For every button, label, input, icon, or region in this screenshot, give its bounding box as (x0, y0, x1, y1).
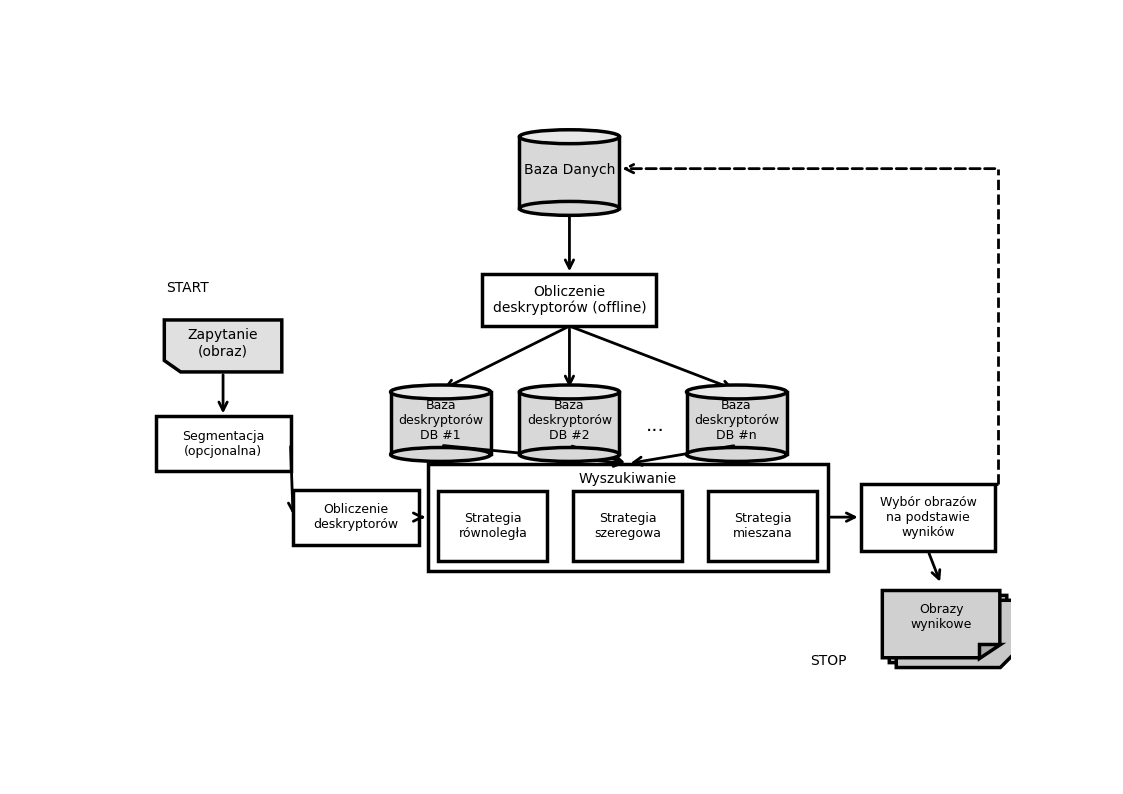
Bar (520, 137, 620, 208)
Text: Strategia
mieszana: Strategia mieszana (733, 512, 793, 540)
Text: Wybór obrazów
na podstawie
wyników: Wybór obrazów na podstawie wyników (879, 495, 977, 538)
FancyBboxPatch shape (156, 416, 291, 472)
Ellipse shape (686, 448, 786, 461)
Text: Baza
deskryptorów
DB #1: Baza deskryptorów DB #1 (398, 399, 483, 442)
Text: Baza
deskryptorów
DB #n: Baza deskryptorów DB #n (694, 399, 779, 442)
Polygon shape (883, 591, 999, 657)
Bar (686, 392, 786, 454)
Text: Baza
deskryptorów
DB #2: Baza deskryptorów DB #2 (527, 399, 612, 442)
Polygon shape (889, 596, 1007, 663)
Ellipse shape (520, 385, 620, 399)
Text: STOP: STOP (811, 653, 847, 668)
Ellipse shape (391, 385, 491, 399)
Text: Obliczenie
deskryptorów: Obliczenie deskryptorów (313, 503, 399, 531)
FancyBboxPatch shape (293, 490, 419, 545)
Text: Obrazy
wynikowe: Obrazy wynikowe (911, 603, 971, 631)
Ellipse shape (686, 385, 786, 399)
Text: ...: ... (646, 416, 665, 435)
Text: START: START (166, 281, 209, 295)
Ellipse shape (391, 448, 491, 461)
Polygon shape (164, 320, 282, 372)
FancyBboxPatch shape (574, 491, 682, 561)
Ellipse shape (520, 202, 620, 215)
FancyBboxPatch shape (483, 274, 657, 326)
FancyBboxPatch shape (860, 484, 995, 551)
Text: Zapytanie
(obraz): Zapytanie (obraz) (188, 328, 258, 358)
Text: Obliczenie
deskryptorów (offline): Obliczenie deskryptorów (offline) (493, 285, 646, 315)
Bar (520, 392, 620, 454)
FancyBboxPatch shape (438, 491, 547, 561)
FancyBboxPatch shape (428, 464, 828, 571)
Polygon shape (896, 600, 1014, 668)
FancyBboxPatch shape (709, 491, 818, 561)
Text: Segmentacja
(opcjonalna): Segmentacja (opcjonalna) (182, 430, 264, 458)
Ellipse shape (520, 129, 620, 144)
Ellipse shape (520, 448, 620, 461)
Text: Wyszukiwanie: Wyszukiwanie (578, 472, 677, 486)
Bar (391, 392, 491, 454)
Text: Baza Danych: Baza Danych (523, 164, 615, 177)
Text: Strategia
równoległa: Strategia równoległa (458, 512, 528, 540)
Polygon shape (978, 644, 999, 657)
Text: Strategia
szeregowa: Strategia szeregowa (594, 512, 661, 540)
